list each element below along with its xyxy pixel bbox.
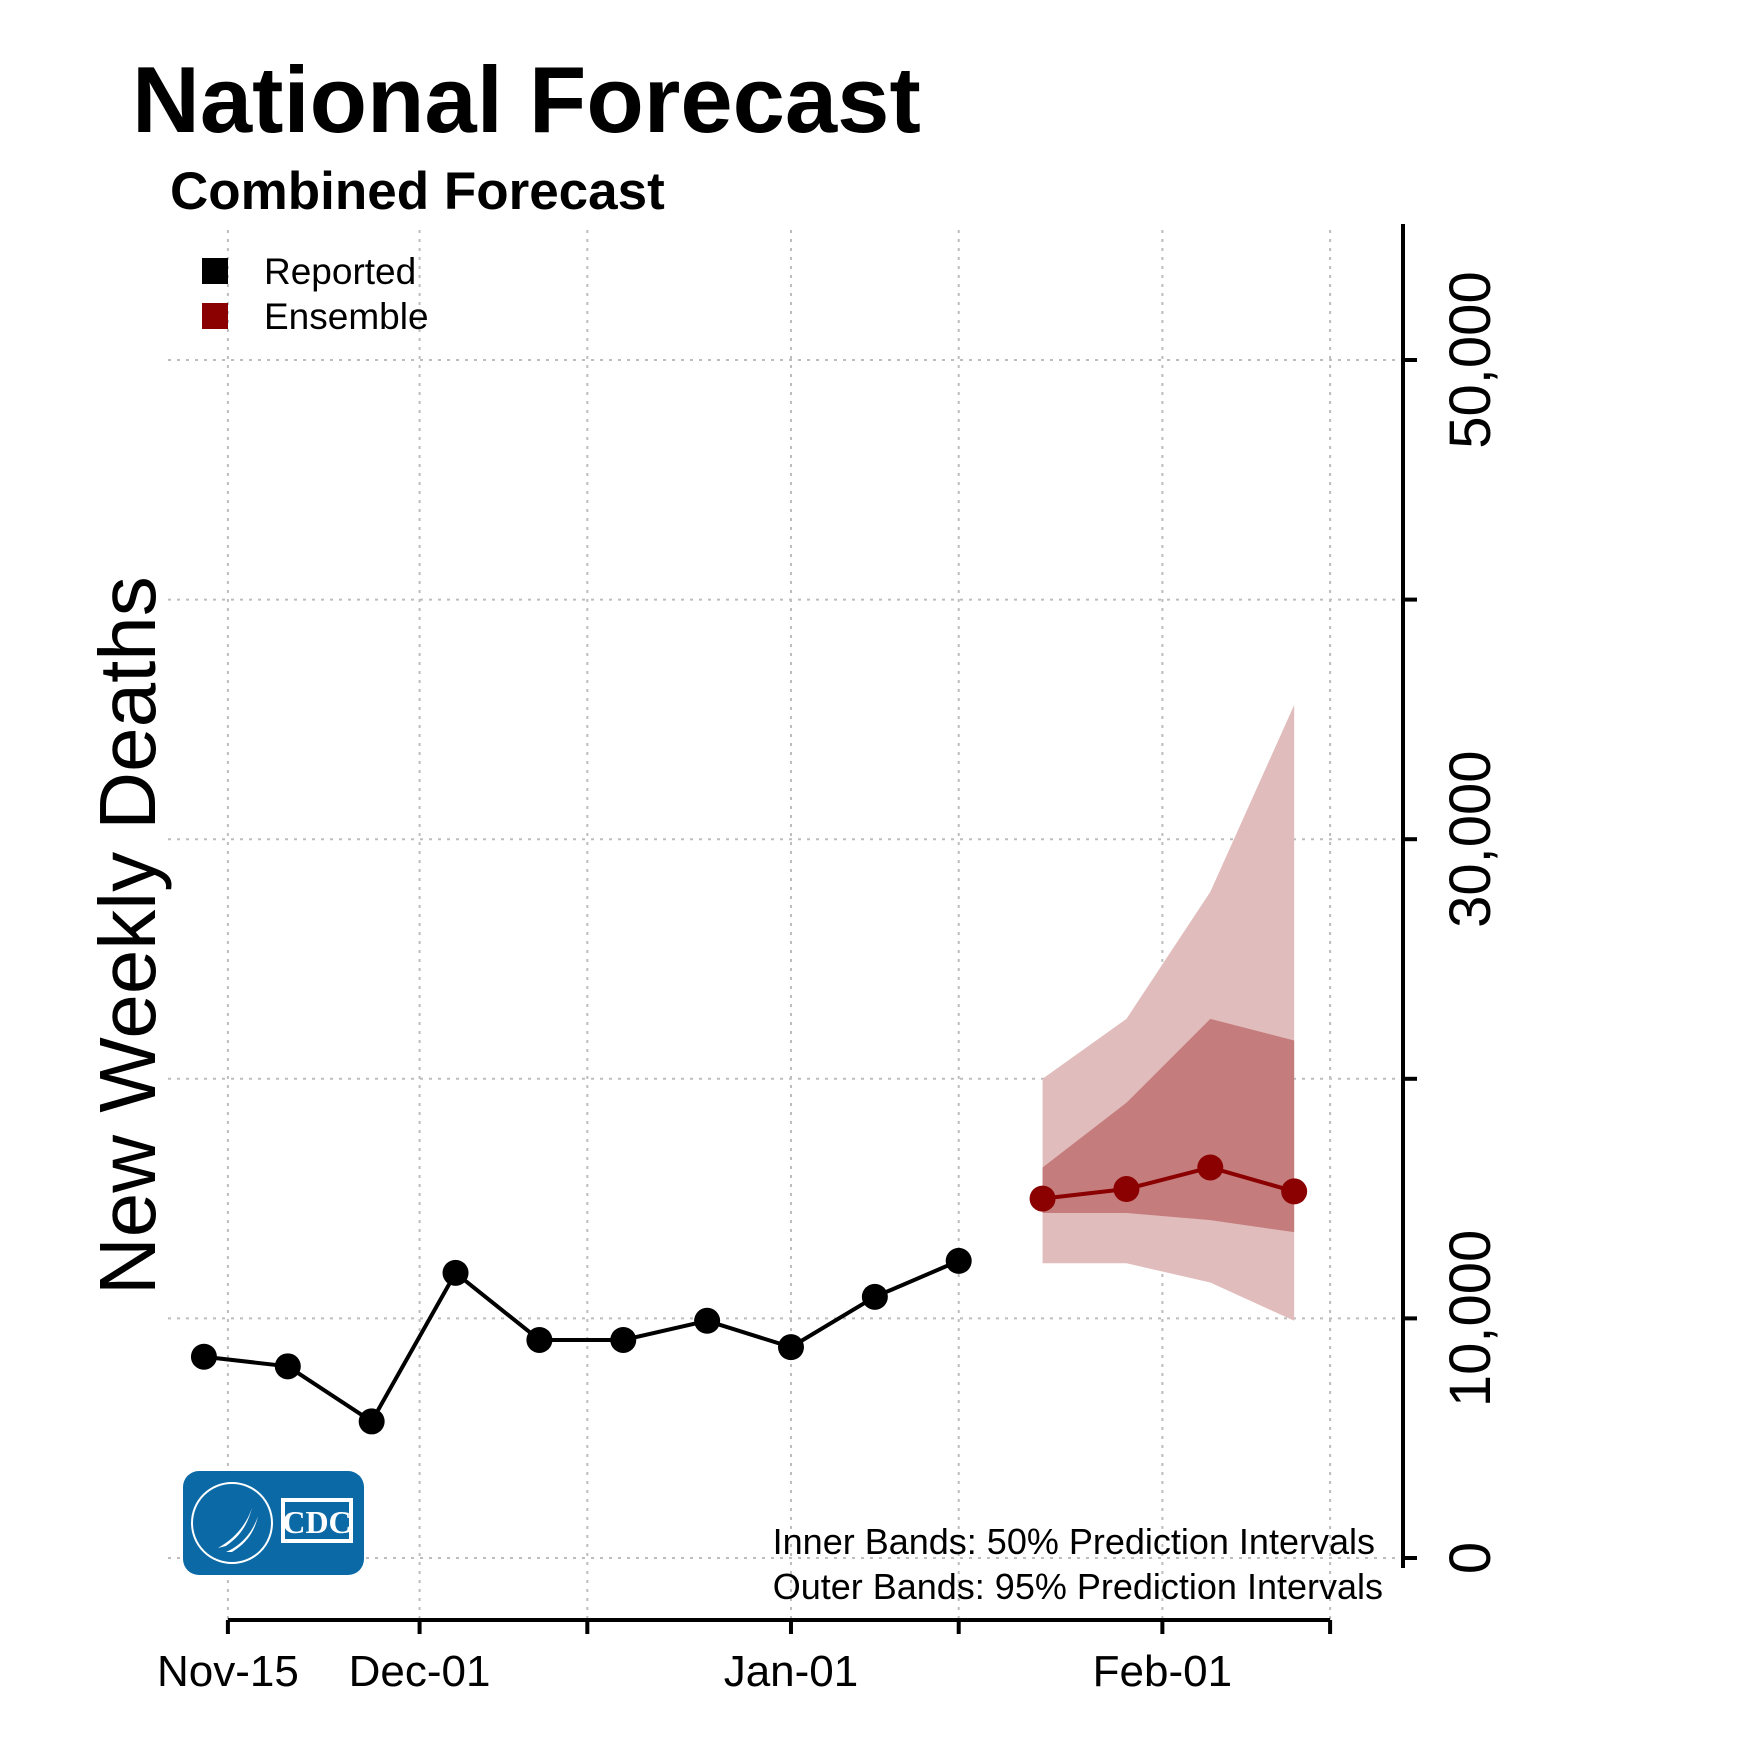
data-point-reported [526, 1326, 553, 1353]
legend-swatch-ensemble [202, 303, 228, 329]
y-tick-label: 0 [1438, 1542, 1503, 1574]
x-tick-label: Dec-01 [349, 1647, 491, 1696]
data-point-ensemble [1029, 1185, 1056, 1212]
data-point-ensemble [1197, 1154, 1224, 1181]
data-point-reported [442, 1259, 469, 1286]
legend: Reported Ensemble [202, 251, 429, 337]
cdc-logo-text: CDC [282, 1504, 351, 1540]
data-point-reported [358, 1408, 385, 1435]
series-points [190, 1154, 1308, 1435]
chart-subtitle: Combined Forecast [170, 162, 665, 221]
hhs-seal-icon [191, 1482, 273, 1564]
data-point-ensemble [1281, 1178, 1308, 1205]
prediction-bands [1042, 705, 1295, 1321]
series-line-reported [203, 1259, 960, 1424]
inner-band-50 [1042, 1018, 1295, 1233]
x-tick-label: Feb-01 [1093, 1647, 1232, 1696]
y-tick-label: 30,000 [1438, 750, 1503, 927]
data-point-reported [694, 1307, 721, 1334]
data-point-reported [274, 1353, 301, 1380]
data-point-reported [945, 1247, 972, 1274]
series-line-ensemble [1042, 1165, 1295, 1201]
logo-background [183, 1471, 364, 1575]
legend-swatch-reported [202, 258, 228, 284]
cdc-badge-inner [285, 1502, 349, 1539]
data-point-reported [777, 1334, 804, 1361]
eagle-icon [218, 1508, 258, 1552]
series-lines [203, 1165, 1295, 1424]
grid [168, 230, 1403, 1620]
data-point-reported [610, 1326, 637, 1353]
data-point-reported [861, 1283, 888, 1310]
cdc-logo: CDC [183, 1471, 364, 1575]
annotation-inner-bands: Inner Bands: 50% Prediction Intervals [773, 1521, 1375, 1562]
axes: Nov-15 Dec-01 Jan-01 Feb-01 0 10,000 30,000 50,… [157, 224, 1503, 1696]
data-point-ensemble [1113, 1176, 1140, 1203]
data-point-reported [190, 1343, 217, 1370]
y-tick-label: 50,000 [1438, 271, 1503, 448]
y-tick-label: 10,000 [1438, 1230, 1503, 1407]
annotation-outer-bands: Outer Bands: 95% Prediction Intervals [773, 1566, 1383, 1607]
legend-label-reported: Reported [264, 251, 416, 292]
x-tick-label: Nov-15 [157, 1647, 299, 1696]
x-tick-label: Jan-01 [724, 1647, 859, 1696]
chart-title: National Forecast [132, 47, 921, 152]
y-axis-label: New Weekly Deaths [83, 576, 172, 1295]
legend-label-ensemble: Ensemble [264, 296, 429, 337]
